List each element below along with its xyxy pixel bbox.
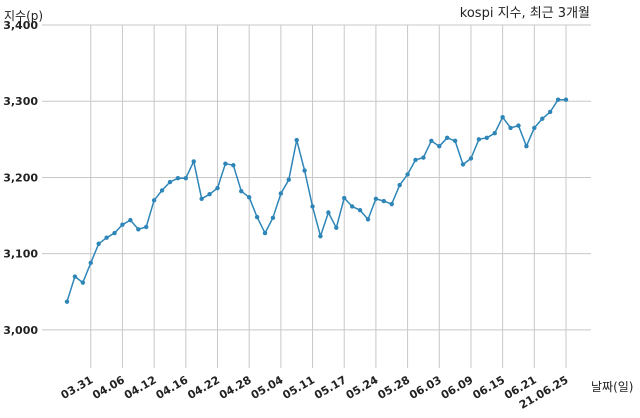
data-point	[120, 222, 125, 227]
data-point	[254, 214, 260, 220]
data-point	[183, 176, 189, 181]
x-tick-label: 06.09	[439, 373, 476, 402]
data-point	[310, 204, 315, 209]
x-tick-label: 04.16	[154, 373, 191, 402]
data-point	[492, 131, 497, 136]
data-point	[88, 260, 93, 266]
data-point	[278, 191, 284, 196]
x-tick-label: 06.03	[407, 373, 444, 402]
y-tick-label: 3,300	[3, 95, 38, 108]
data-point	[460, 162, 466, 167]
x-tick-label: 04.06	[90, 373, 127, 402]
data-point	[547, 109, 553, 115]
y-tick-label: 3,100	[3, 248, 38, 261]
x-tick-label: 04.22	[185, 373, 222, 402]
data-point	[191, 159, 196, 164]
data-point	[246, 195, 252, 200]
data-point	[159, 188, 165, 193]
data-point	[516, 123, 521, 128]
y-tick-label: 3,000	[3, 324, 38, 337]
x-axis-title: 날짜(일)	[591, 380, 633, 394]
data-point	[334, 225, 339, 230]
data-point	[318, 233, 323, 239]
data-point	[532, 125, 537, 131]
data-point	[136, 227, 141, 232]
data-point	[437, 143, 442, 149]
data-point	[270, 215, 276, 221]
data-point	[381, 198, 387, 204]
series-layer	[64, 97, 569, 304]
data-point	[231, 163, 236, 168]
x-tick-label: 03.31	[59, 373, 96, 402]
data-point	[112, 230, 117, 236]
data-point	[342, 195, 347, 201]
data-point	[476, 137, 482, 142]
data-point	[468, 156, 474, 161]
data-point	[262, 230, 268, 236]
x-tick-label: 04.12	[122, 373, 159, 402]
data-point	[144, 224, 149, 230]
data-point	[563, 97, 569, 102]
data-point	[484, 135, 489, 141]
data-point	[199, 196, 204, 201]
data-point	[373, 196, 379, 201]
data-point	[508, 125, 513, 131]
data-point	[207, 192, 212, 197]
data-point	[555, 97, 561, 102]
data-point	[239, 188, 244, 194]
data-point	[405, 172, 410, 177]
data-point	[175, 176, 181, 181]
data-point	[286, 177, 291, 182]
x-gridlines	[90, 25, 567, 368]
data-point	[444, 135, 450, 141]
data-point	[326, 210, 331, 215]
data-point	[96, 241, 101, 246]
x-tick-label: 05.28	[375, 373, 412, 402]
data-point	[302, 168, 307, 173]
data-point	[64, 299, 70, 304]
data-point	[72, 274, 78, 279]
y-tick-label: 3,400	[3, 19, 38, 32]
data-point	[524, 143, 529, 149]
x-tick-labels: 03.3104.0604.1204.1604.2204.2805.0405.11…	[59, 373, 571, 412]
y-gridlines	[42, 24, 591, 331]
data-point	[349, 204, 355, 209]
data-point	[215, 185, 220, 191]
data-point	[167, 179, 173, 185]
data-point	[540, 116, 545, 121]
data-point	[294, 137, 299, 143]
x-tick-label: 06.15	[470, 373, 507, 402]
series-line	[66, 98, 566, 302]
y-tick-label: 3,200	[3, 171, 38, 184]
chart-title: kospi 지수, 최근 3개월	[460, 6, 590, 21]
x-tick-label: 05.17	[312, 373, 349, 402]
x-tick-label: 05.04	[249, 373, 286, 402]
data-point	[365, 217, 371, 222]
data-point	[413, 157, 418, 163]
data-point	[452, 138, 458, 144]
data-point	[389, 201, 394, 207]
y-tick-labels: 3,000 3,100 3,200 3,300 3,400	[3, 19, 38, 337]
data-point	[500, 115, 505, 120]
data-point	[223, 161, 228, 166]
data-point	[357, 208, 363, 213]
data-point	[421, 155, 426, 160]
x-tick-label: 05.24	[344, 373, 381, 402]
x-tick-label: 04.28	[217, 373, 254, 402]
data-point	[104, 235, 109, 240]
x-tick-label: 05.11	[280, 373, 317, 402]
data-point	[80, 280, 86, 285]
data-point	[151, 198, 157, 203]
data-point	[128, 217, 133, 223]
data-point	[397, 182, 402, 188]
data-point	[429, 138, 434, 144]
y-axis-title: 지수(p)	[4, 9, 43, 23]
